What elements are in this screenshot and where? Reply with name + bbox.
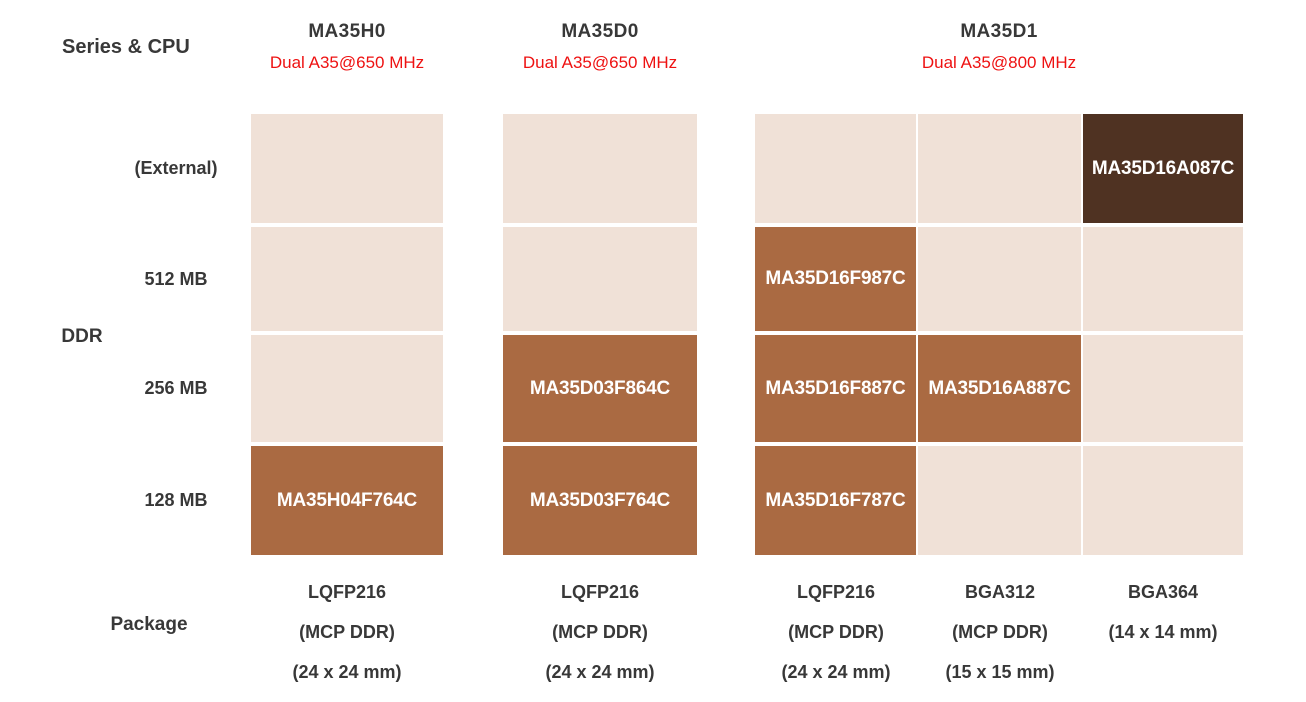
package-line: BGA312 [964,582,1036,602]
cell-512mb-lqfp216-ma35d1: MA35D16F987C [755,227,916,331]
row-label-512mb: 512 MB [144,268,208,289]
package-line: LQFP216 [796,582,876,602]
series-name: MA35D0 [561,21,639,42]
ddr-axis-label: DDR [61,326,103,347]
series-group-ma35d0: MA35D0 Dual A35@650 MHz [503,20,697,74]
cell-128mb-lqfp216-ma35h0: MA35H04F764C [251,446,443,555]
cell-128mb-bga312 [918,446,1081,555]
package-line: (15 x 15 mm) [945,662,1055,682]
cell-256mb-lqfp216-ma35d0: MA35D03F864C [503,335,697,442]
cell-256mb-bga364 [1083,335,1243,442]
package-bga364: BGA364 (14 x 14 mm) [1063,572,1263,652]
cell-128mb-lqfp216-ma35d1: MA35D16F787C [755,446,916,555]
package-line: BGA364 [1127,582,1199,602]
package-line: (MCP DDR) [952,622,1048,642]
cell-external-bga312 [918,114,1081,223]
row-label-128mb: 128 MB [144,490,208,510]
series-cpu-axis-label: Series & CPU [62,36,190,58]
package-line: (MCP DDR) [788,622,884,642]
package-line: (24 x 24 mm) [292,662,402,682]
series-name: MA35D1 [960,21,1038,42]
cell-external-lqfp216-ma35d1 [755,114,916,223]
package-axis-label: Package [110,614,188,635]
series-cpu-spec: Dual A35@650 MHz [522,53,678,72]
cell-256mb-bga312: MA35D16A887C [918,335,1081,442]
cell-external-lqfp216-ma35h0 [251,114,443,223]
cell-256mb-lqfp216-ma35h0 [251,335,443,442]
cell-128mb-bga364 [1083,446,1243,555]
package-line: (24 x 24 mm) [781,662,891,682]
package-line: (MCP DDR) [552,622,648,642]
package-line: (MCP DDR) [299,622,395,642]
cell-256mb-lqfp216-ma35d1: MA35D16F887C [755,335,916,442]
series-cpu-spec: Dual A35@800 MHz [921,53,1077,72]
series-name: MA35H0 [308,21,386,42]
package-bga312: BGA312 (MCP DDR) (15 x 15 mm) [900,572,1100,692]
series-group-ma35h0: MA35H0 Dual A35@650 MHz [251,20,443,74]
cell-128mb-lqfp216-ma35d0: MA35D03F764C [503,446,697,555]
package-line: (24 x 24 mm) [545,662,655,682]
cell-512mb-bga364 [1083,227,1243,331]
cell-external-lqfp216-ma35d0 [503,114,697,223]
row-label-256mb: 256 MB [144,378,208,398]
series-cpu-spec: Dual A35@650 MHz [269,53,425,72]
package-line: (14 x 14 mm) [1108,622,1218,642]
series-group-ma35d1: MA35D1 Dual A35@800 MHz [755,20,1243,74]
cell-512mb-lqfp216-ma35h0 [251,227,443,331]
cell-512mb-lqfp216-ma35d0 [503,227,697,331]
package-lqfp216-ma35h0: LQFP216 (MCP DDR) (24 x 24 mm) [247,572,447,692]
package-lqfp216-ma35d0: LQFP216 (MCP DDR) (24 x 24 mm) [500,572,700,692]
cell-512mb-bga312 [918,227,1081,331]
package-line: LQFP216 [307,582,387,602]
cell-external-bga364: MA35D16A087C [1083,114,1243,223]
row-label-external: (External) [134,158,218,178]
package-lqfp216-ma35d1: LQFP216 (MCP DDR) (24 x 24 mm) [736,572,936,692]
package-line: LQFP216 [560,582,640,602]
